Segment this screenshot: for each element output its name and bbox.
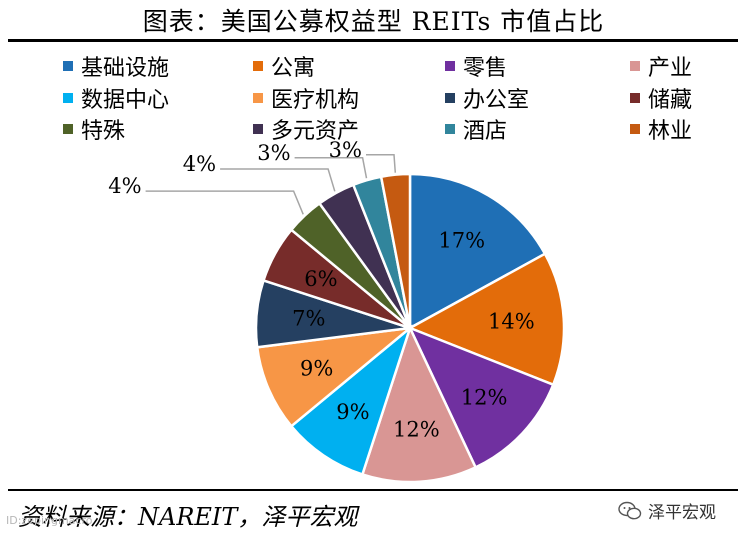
- slice-label: 3%: [329, 138, 362, 162]
- legend-label: 酒店: [463, 119, 508, 144]
- legend-swatch: [253, 93, 263, 103]
- watermark-text: 泽平宏观: [648, 503, 716, 523]
- slice-label: 3%: [257, 141, 290, 165]
- legend-item: 医疗机构: [253, 84, 360, 113]
- legend-label: 公寓: [271, 56, 316, 81]
- leader-line: [145, 190, 304, 215]
- corner-watermark: ID:zepingmacro: [6, 514, 93, 527]
- leader-line: [294, 157, 368, 179]
- legend-swatch: [63, 93, 73, 103]
- slice-label: 12%: [461, 386, 508, 410]
- top-rule: [8, 39, 738, 42]
- legend-item: 公寓: [253, 52, 316, 81]
- legend-item: 酒店: [445, 115, 508, 144]
- legend-item: 多元资产: [253, 115, 360, 144]
- legend-label: 基础设施: [81, 56, 170, 81]
- pie-slice: [360, 324, 478, 484]
- watermark: 泽平宏观: [618, 498, 716, 523]
- legend-label: 医疗机构: [271, 88, 360, 113]
- leader-line: [220, 168, 336, 192]
- slice-label: 6%: [304, 267, 337, 291]
- leader-line: [366, 154, 397, 173]
- pie-slice: [255, 326, 415, 428]
- legend-label: 特殊: [81, 119, 126, 144]
- pie-slice: [407, 252, 566, 387]
- legend-swatch: [63, 124, 73, 134]
- legend-swatch: [253, 124, 263, 134]
- legend-label: 办公室: [463, 88, 530, 113]
- wechat-icon: [618, 501, 642, 519]
- legend-label: 数据中心: [81, 88, 170, 113]
- slice-label: 7%: [292, 306, 325, 330]
- legend-item: 办公室: [445, 84, 530, 113]
- chart-title: 图表：美国公募权益型 REITs 市值占比: [142, 7, 605, 36]
- legend-item: 特殊: [63, 115, 126, 144]
- pie-slice: [379, 172, 412, 329]
- bottom-rule: [8, 489, 738, 491]
- legend-swatch: [445, 61, 455, 71]
- legend-item: 储藏: [630, 84, 693, 113]
- source-note: 资料来源：NAREIT，泽平宏观: [18, 503, 358, 531]
- legend-item: 林业: [630, 115, 693, 144]
- slice-label: 17%: [438, 229, 485, 253]
- legend-swatch: [445, 93, 455, 103]
- pie-slice: [289, 324, 413, 477]
- legend-label: 产业: [648, 56, 693, 81]
- legend-swatch: [63, 61, 73, 71]
- pie-slice: [407, 325, 555, 470]
- legend-item: 产业: [630, 52, 693, 81]
- legend-swatch: [253, 61, 263, 71]
- slice-label: 4%: [108, 174, 141, 198]
- legend-label: 零售: [463, 56, 508, 81]
- pie-slice: [408, 172, 547, 331]
- slice-label: 9%: [336, 400, 369, 424]
- legend-label: 储藏: [648, 88, 693, 113]
- legend-swatch: [445, 124, 455, 134]
- legend-swatch: [630, 93, 640, 103]
- legend-swatch: [630, 61, 640, 71]
- legend-item: 零售: [445, 52, 508, 81]
- chart-legend: 基础设施 公寓 零售 产业数据中心 医疗机构 办公室 储藏特殊 多元资产 酒店 林业: [0, 0, 747, 150]
- slice-label: 4%: [183, 152, 216, 176]
- slice-label: 9%: [300, 356, 333, 380]
- legend-swatch: [630, 124, 640, 134]
- legend-item: 数据中心: [63, 84, 170, 113]
- slice-label: 14%: [488, 310, 535, 334]
- pie-chart: 17% 14% 12% 12% 9%9% 7% 6% 4% 4% 3% 3%: [108, 138, 566, 484]
- legend-item: 基础设施: [63, 52, 170, 81]
- slice-label: 12%: [393, 417, 440, 441]
- legend-label: 多元资产: [271, 119, 360, 144]
- legend-label: 林业: [648, 119, 693, 144]
